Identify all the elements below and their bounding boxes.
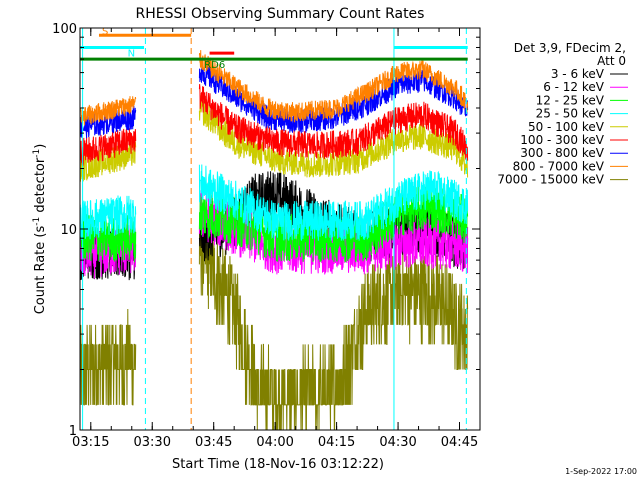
data-series-group — [80, 50, 469, 430]
legend-header-line-2: Att 0 — [597, 54, 626, 68]
series-line — [366, 69, 469, 117]
series-line — [80, 128, 137, 167]
legend-entry-label: 6 - 12 keV — [543, 80, 605, 94]
flag-label: N — [128, 48, 135, 59]
series-line — [80, 195, 137, 240]
flag-label: RD6 — [204, 60, 225, 71]
flag-bars-group: S N RD6 — [80, 26, 468, 71]
x-tick-label: 04:15 — [318, 435, 355, 450]
y-axis-label-main: Count Rate (s — [33, 226, 48, 315]
legend-entry-label: 100 - 300 keV — [520, 133, 604, 147]
legend-entry-label: 3 - 6 keV — [551, 67, 605, 81]
y-axis-label: Count Rate (s-1 detector-1) — [32, 144, 48, 315]
y-tick-label: 100 — [52, 22, 77, 37]
legend-entry-label: 12 - 25 keV — [536, 93, 605, 107]
series-line — [198, 84, 368, 160]
series-line — [198, 164, 368, 241]
x-tick-label: 04:30 — [379, 435, 416, 450]
y-tick-label: 10 — [60, 223, 77, 238]
y-axis-label-exp2: -1 — [32, 149, 42, 158]
series-line — [198, 50, 368, 123]
series-25-50-keV-group — [80, 164, 469, 241]
series-line — [80, 96, 137, 126]
series-line — [80, 308, 137, 406]
legend-header-line-1: Det 3,9, FDecim 2, — [514, 41, 626, 55]
x-tick-label: 03:15 — [72, 435, 109, 450]
flag-label: S — [102, 26, 108, 37]
legend-entry-label: 300 - 800 keV — [520, 146, 604, 160]
series-7000-15000-keV-group — [80, 212, 469, 430]
axes-group: 03:15 03:30 03:45 04:00 04:15 04:30 04:45 1 10 10… — [52, 22, 481, 450]
series-line — [198, 212, 368, 430]
x-tick-label: 04:45 — [441, 435, 478, 450]
series-line — [198, 95, 368, 178]
series-line — [366, 60, 469, 113]
legend-entry-label: 25 - 50 keV — [536, 107, 605, 121]
legend-entry-label: 50 - 100 keV — [528, 120, 605, 134]
legend-entry-label: 800 - 7000 keV — [513, 159, 605, 173]
y-axis-label-exp1: -1 — [32, 217, 42, 226]
series-line — [367, 101, 469, 161]
x-tick-label: 03:45 — [195, 435, 232, 450]
series-line — [80, 214, 137, 263]
footer-date: 1-Sep-2022 17:00 — [565, 467, 637, 476]
chart-title: RHESSI Observing Summary Count Rates — [136, 6, 425, 22]
series-100-300-keV-group — [80, 84, 469, 167]
x-tick-label: 04:00 — [256, 435, 293, 450]
y-tick-label: 1 — [69, 424, 77, 439]
series-800-7000-keV-group — [80, 50, 469, 126]
legend-entry-label: 7000 - 15000 keV — [497, 173, 604, 187]
x-axis-label: Start Time (18-Nov-16 03:12:22) — [172, 457, 384, 472]
series-line — [366, 248, 469, 370]
x-tick-label: 03:30 — [134, 435, 171, 450]
y-axis-label-mid: detector — [33, 157, 48, 217]
y-axis-label-close: ) — [33, 144, 48, 149]
series-line — [366, 170, 469, 240]
